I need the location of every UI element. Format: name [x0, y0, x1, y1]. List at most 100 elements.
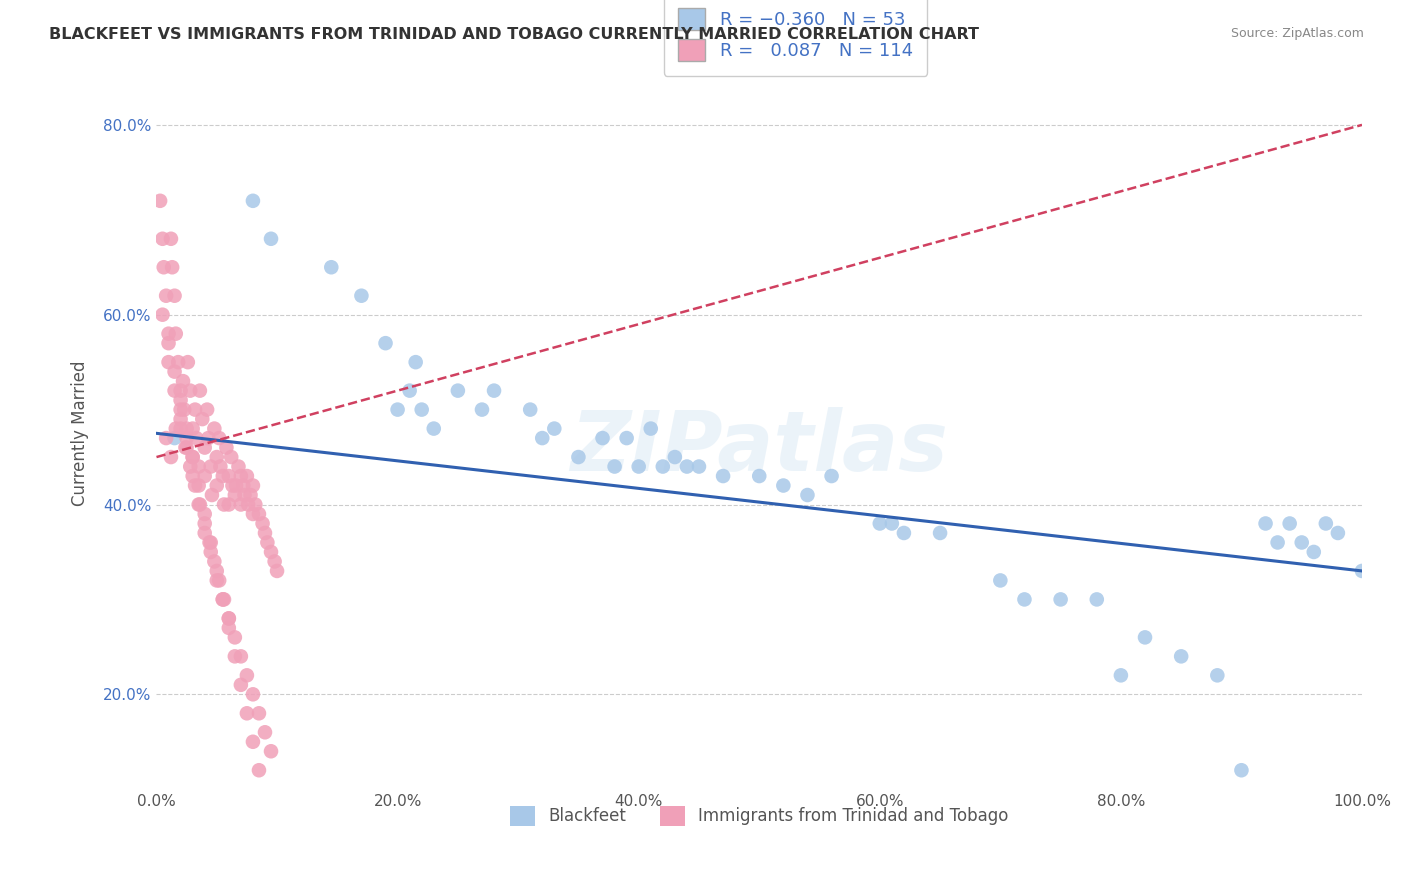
Point [263, 554, 285, 568]
Point [211, 592, 233, 607]
Point [169, 393, 191, 408]
Point [163, 289, 186, 303]
Point [253, 725, 276, 739]
Point [253, 526, 276, 541]
Point [176, 421, 198, 435]
Point [200, 459, 222, 474]
Text: Source: ZipAtlas.com: Source: ZipAtlas.com [1230, 27, 1364, 40]
Point [194, 516, 217, 531]
Point [1049, 592, 1071, 607]
Point [165, 421, 187, 435]
Point [172, 374, 194, 388]
Point [1085, 592, 1108, 607]
Point [603, 459, 626, 474]
Point [152, 308, 174, 322]
Point [188, 384, 211, 398]
Point [772, 478, 794, 492]
Point [398, 384, 420, 398]
Point [239, 488, 262, 502]
Point [198, 535, 221, 549]
Point [260, 820, 283, 834]
Point [266, 848, 288, 863]
Point [242, 735, 264, 749]
Point [820, 469, 842, 483]
Point [181, 421, 204, 435]
Point [592, 431, 614, 445]
Point [194, 507, 217, 521]
Point [200, 535, 222, 549]
Point [179, 384, 201, 398]
Point [152, 260, 174, 275]
Point [236, 469, 259, 483]
Point [181, 469, 204, 483]
Point [208, 574, 231, 588]
Point [187, 459, 209, 474]
Point [169, 384, 191, 398]
Point [229, 649, 252, 664]
Point [411, 402, 433, 417]
Point [157, 355, 180, 369]
Point [181, 450, 204, 464]
Point [184, 402, 207, 417]
Point [169, 402, 191, 417]
Point [880, 516, 903, 531]
Point [187, 478, 209, 492]
Point [186, 431, 208, 445]
Point [221, 478, 243, 492]
Point [247, 763, 270, 777]
Point [209, 459, 232, 474]
Point [163, 365, 186, 379]
Point [188, 498, 211, 512]
Point [181, 450, 204, 464]
Point [1254, 516, 1277, 531]
Point [211, 592, 233, 607]
Point [1291, 535, 1313, 549]
Point [245, 498, 267, 512]
Point [664, 450, 686, 464]
Point [157, 336, 180, 351]
Point [242, 194, 264, 208]
Point [260, 545, 283, 559]
Point [869, 516, 891, 531]
Point [165, 326, 187, 341]
Point [256, 535, 278, 549]
Point [218, 611, 240, 625]
Point [218, 611, 240, 625]
Point [224, 649, 246, 664]
Point [176, 441, 198, 455]
Point [387, 402, 409, 417]
Point [242, 687, 264, 701]
Point [205, 574, 228, 588]
Point [1315, 516, 1337, 531]
Point [212, 498, 235, 512]
Point [543, 421, 565, 435]
Point [219, 450, 242, 464]
Point [184, 478, 207, 492]
Point [224, 631, 246, 645]
Point [1109, 668, 1132, 682]
Point [350, 289, 373, 303]
Point [228, 459, 250, 474]
Point [218, 621, 240, 635]
Point [1278, 516, 1301, 531]
Point [519, 402, 541, 417]
Point [173, 402, 195, 417]
Point [266, 564, 288, 578]
Point [567, 450, 589, 464]
Point [155, 289, 177, 303]
Legend: Blackfeet, Immigrants from Trinidad and Tobago: Blackfeet, Immigrants from Trinidad and … [502, 797, 1017, 834]
Point [202, 421, 225, 435]
Point [1170, 649, 1192, 664]
Point [218, 498, 240, 512]
Point [1206, 668, 1229, 682]
Point [247, 507, 270, 521]
Point [242, 507, 264, 521]
Point [1014, 592, 1036, 607]
Point [169, 421, 191, 435]
Point [321, 260, 343, 275]
Point [225, 478, 247, 492]
Point [229, 678, 252, 692]
Text: ZIPatlas: ZIPatlas [571, 407, 948, 488]
Point [205, 450, 228, 464]
Point [212, 592, 235, 607]
